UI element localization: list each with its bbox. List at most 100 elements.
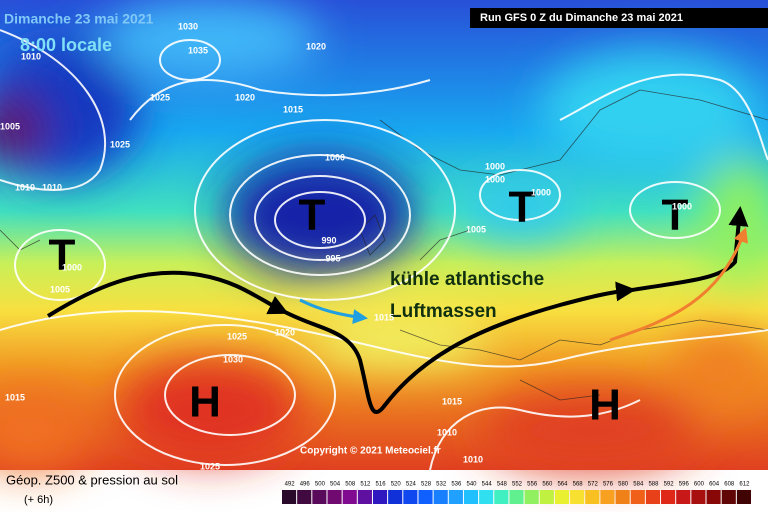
scale-label: 548 — [497, 482, 508, 488]
isobar-label: 1030 — [178, 21, 198, 31]
pressure-center: T — [299, 191, 326, 240]
scale-swatch — [676, 490, 691, 504]
scale-swatch — [357, 490, 372, 504]
local-time: 8:00 locale — [20, 35, 112, 55]
scale-label: 516 — [376, 482, 387, 488]
scale-label: 584 — [633, 482, 644, 488]
run-info: Run GFS 0 Z du Dimanche 23 mai 2021 — [480, 12, 683, 24]
isobar-label: 1000 — [325, 152, 345, 162]
scale-swatch — [554, 490, 570, 504]
pressure-center: T — [662, 191, 689, 240]
scale-label: 552 — [512, 482, 523, 488]
scale-label: 592 — [664, 482, 675, 488]
scale-label: 596 — [679, 482, 690, 488]
isobar-label: 995 — [325, 253, 340, 263]
isobar-label: 1030 — [223, 354, 243, 364]
isobar-label: 990 — [321, 235, 336, 245]
isobar-label: 1010 — [463, 454, 483, 464]
pressure-center: H — [589, 381, 621, 430]
scale-swatch — [418, 490, 433, 504]
scale-label: 528 — [421, 482, 432, 488]
annotation: Luftmassen — [390, 301, 497, 322]
scale-label: 512 — [360, 482, 371, 488]
scale-swatch — [585, 490, 600, 504]
scale-label: 576 — [603, 482, 614, 488]
scale-label: 604 — [709, 482, 720, 488]
isobar-label: 1015 — [5, 392, 25, 402]
isobar-label: 1000 — [672, 201, 692, 211]
scale-swatch — [691, 490, 706, 504]
scale-label: 612 — [739, 482, 750, 488]
scale-swatch — [327, 490, 342, 504]
isobar-label: 1000 — [62, 262, 82, 272]
scale-swatch — [494, 490, 509, 504]
pressure-center: T — [509, 183, 536, 232]
scale-label: 496 — [300, 482, 311, 488]
scale-swatch — [509, 490, 524, 504]
isobar-label: 1015 — [442, 396, 462, 406]
scale-swatch — [342, 490, 357, 504]
isobar-label: 1010 — [42, 182, 62, 192]
scale-label: 580 — [618, 482, 629, 488]
scale-label: 556 — [527, 482, 538, 488]
scale-label: 572 — [588, 482, 599, 488]
isobar-label: 1025 — [227, 331, 247, 341]
scale-swatch — [661, 490, 676, 504]
isobar-label: 1000 — [531, 187, 551, 197]
dynamic-layer: T T T T H H 1030 1035 1020 1010 1025 1020 1015 1005 10… — [0, 21, 751, 504]
scale-label: 600 — [694, 482, 705, 488]
scale-swatch — [479, 490, 494, 504]
map-area — [0, 0, 768, 471]
isobar-label: 1010 — [437, 427, 457, 437]
annotation: kühle atlantische — [390, 269, 544, 290]
scale-label: 536 — [451, 482, 462, 488]
scale-swatch — [463, 490, 479, 504]
scale-label: 540 — [467, 482, 478, 488]
scale-swatch — [448, 490, 463, 504]
forecast-step: (+ 6h) — [24, 494, 53, 506]
scale-swatch — [372, 490, 388, 504]
scale-label: 492 — [285, 482, 296, 488]
scale-swatch — [388, 490, 403, 504]
isobar-label: 1010 — [15, 182, 35, 192]
isobar-label: 1005 — [50, 284, 70, 294]
isobars — [0, 29, 768, 471]
pressure-center: H — [189, 378, 221, 427]
isobar-label: 1000 — [485, 174, 505, 184]
isobar-label: 1000 — [485, 161, 505, 171]
isobar-label: 1015 — [283, 104, 303, 114]
scale-swatch — [736, 490, 751, 504]
scale-swatch — [524, 490, 539, 504]
scale-swatch — [282, 490, 297, 504]
isobar-label: 1010 — [21, 51, 41, 61]
isobar-label: 1035 — [188, 45, 208, 55]
scale-swatch — [433, 490, 448, 504]
isobar-label: 1020 — [275, 327, 295, 337]
scale-swatch — [630, 490, 645, 504]
legend-title: Géop. Z500 & pression au sol — [6, 472, 178, 487]
scale-label: 524 — [406, 482, 417, 488]
scale-label: 564 — [557, 482, 568, 488]
scale-swatch — [645, 490, 661, 504]
isobar-label: 1025 — [150, 92, 170, 102]
date: Dimanche 23 mai 2021 — [4, 11, 154, 27]
isobar-label: 1020 — [235, 92, 255, 102]
scale-label: 608 — [724, 482, 735, 488]
scale-swatch — [403, 490, 418, 504]
scale-label: 568 — [573, 482, 584, 488]
scale-label: 544 — [482, 482, 493, 488]
scale-label: 508 — [345, 482, 356, 488]
isobar-label: 1005 — [0, 121, 20, 131]
pressure-center: T — [49, 231, 76, 280]
isobar-label: 1025 — [110, 139, 130, 149]
scale-label: 532 — [436, 482, 447, 488]
scale-swatch — [721, 490, 736, 504]
scale-label: 520 — [391, 482, 402, 488]
scale-swatch — [600, 490, 615, 504]
scale-swatch — [570, 490, 585, 504]
scale-swatch — [615, 490, 630, 504]
isobar-label: 1015 — [374, 312, 394, 322]
scale-label: 588 — [648, 482, 659, 488]
scale-swatch — [706, 490, 721, 504]
